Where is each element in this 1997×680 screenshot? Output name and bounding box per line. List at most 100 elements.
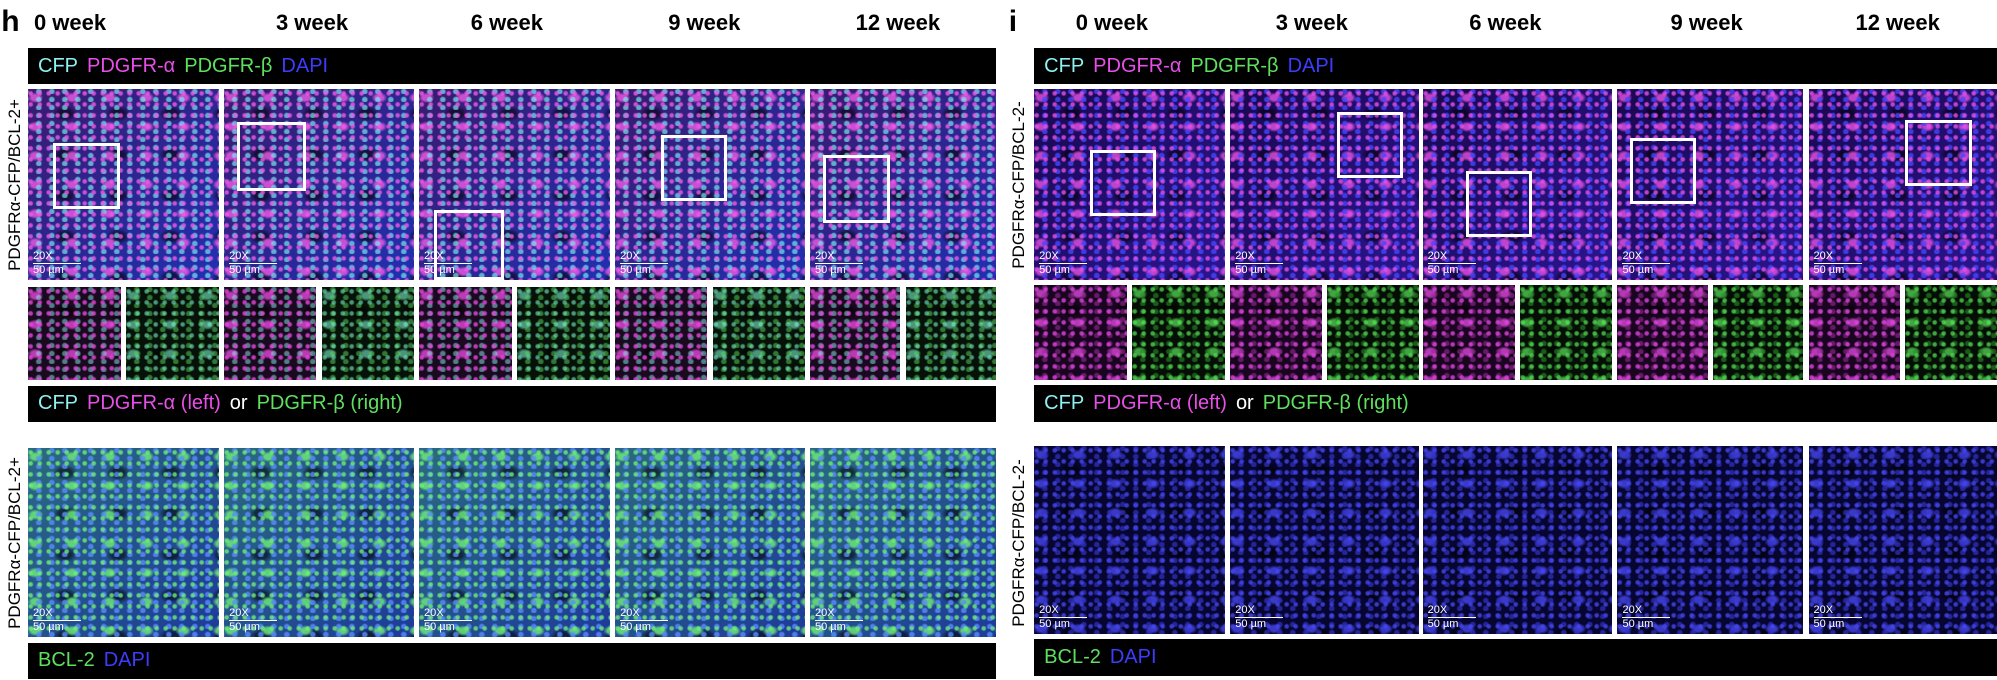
micrograph: 20X 50 µm xyxy=(224,89,414,281)
scale-bar: 50 µm xyxy=(815,619,863,633)
panel-letter: i xyxy=(1008,5,1018,39)
legend-item: BCL-2 xyxy=(1044,646,1101,669)
inset-left xyxy=(1230,285,1322,380)
legend-item: PDGFR-α xyxy=(87,54,176,77)
week-header: 6 week xyxy=(470,10,543,36)
scale-label: 20X 50 µm xyxy=(1235,604,1284,630)
scale-label: 20X 50 µm xyxy=(424,250,472,276)
scale-bar: 50 µm xyxy=(1039,263,1088,276)
legend-item: PDGFR-β xyxy=(184,54,273,77)
inset-right xyxy=(517,286,611,380)
week-header: 9 week xyxy=(1670,10,1743,36)
zoom-box xyxy=(53,142,120,209)
scale-label: 20X 50 µm xyxy=(1039,604,1088,630)
legend-item: PDGFR-α (left) xyxy=(87,392,221,415)
legend-item: PDGFR-β (right) xyxy=(256,392,403,415)
zoom-box xyxy=(236,122,306,192)
scale-label: 20X 50 µm xyxy=(1235,250,1284,276)
scale-label: 20X 50 µm xyxy=(33,606,82,633)
scale-bar: 50 µm xyxy=(1813,617,1862,630)
scale-label: 20X 50 µm xyxy=(1427,604,1476,630)
legend-item: CFP xyxy=(1044,54,1085,77)
magnification: 20X xyxy=(424,606,444,619)
scale-label: 20X 50 µm xyxy=(1427,250,1476,276)
scale-bar: 50 µm xyxy=(1039,617,1088,630)
week-header: 3 week xyxy=(275,10,349,36)
micrograph: 20X 50 µm xyxy=(810,89,996,281)
legend-item: PDGFR-β xyxy=(1190,54,1279,77)
zoom-box xyxy=(434,210,505,281)
magnification: 20X xyxy=(1622,250,1643,263)
scale-bar: 50 µm xyxy=(1622,617,1671,630)
scale-label: 20X 50 µm xyxy=(33,250,82,276)
panel-letter: h xyxy=(1,5,20,39)
inset-right xyxy=(321,286,414,380)
zoom-box xyxy=(1630,137,1697,204)
legend-bar: CFP PDGFR-α PDGFR-β DAPI xyxy=(28,48,996,85)
inset-left xyxy=(419,286,512,380)
bcl2-micrograph: 20X 50 µm xyxy=(1422,445,1613,635)
legend-item: CFP xyxy=(38,392,79,415)
scale-bar: 50 µm xyxy=(1235,617,1284,630)
inset-right xyxy=(1905,285,1997,380)
scale-bar: 50 µm xyxy=(620,263,669,276)
inset-right xyxy=(905,286,996,380)
micrograph: 20X 50 µm xyxy=(1230,89,1419,281)
inset-left xyxy=(1034,285,1128,380)
inset-right xyxy=(1327,285,1419,380)
scale-bar: 50 µm xyxy=(1235,263,1284,276)
magnification: 20X xyxy=(815,250,835,263)
magnification: 20X xyxy=(1622,604,1643,617)
micrograph: 20X 50 µm xyxy=(1422,89,1613,281)
scale-bar: 50 µm xyxy=(1427,617,1476,630)
zoom-box xyxy=(660,134,728,202)
week-header: 0 week xyxy=(33,10,107,36)
magnification: 20X xyxy=(424,250,444,263)
micrograph: 20X 50 µm xyxy=(419,89,611,281)
legend-item: PDGFR-β (right) xyxy=(1262,391,1409,414)
bcl2-micrograph: 20X 50 µm xyxy=(419,448,611,637)
scale-label: 20X 50 µm xyxy=(620,250,669,276)
magnification: 20X xyxy=(620,250,640,263)
legend-item: BCL-2 xyxy=(38,649,95,672)
scale-label: 20X 50 µm xyxy=(424,607,472,633)
scale-label: 20X 50 µm xyxy=(229,250,278,276)
bcl2-micrograph: 20X 50 µm xyxy=(1230,445,1419,635)
magnification: 20X xyxy=(229,606,249,619)
scale-bar: 50 µm xyxy=(424,619,472,633)
inset-left xyxy=(224,286,317,380)
scale-label: 20X 50 µm xyxy=(620,607,669,633)
inset-left xyxy=(1422,285,1515,380)
inset-left xyxy=(810,286,901,380)
inset-right xyxy=(1712,285,1804,380)
legend-item: DAPI xyxy=(1109,646,1157,669)
legend-item: or xyxy=(229,392,248,415)
micrograph: 20X 50 µm xyxy=(1808,89,1997,281)
legend-bar: CFP PDGFR-α PDGFR-β DAPI xyxy=(1034,48,1997,85)
bcl2-micrograph: 20X 50 µm xyxy=(224,448,414,637)
scale-bar: 50 µm xyxy=(1813,263,1862,276)
magnification: 20X xyxy=(33,606,53,619)
week-header: 6 week xyxy=(1469,10,1542,36)
legend-item: CFP xyxy=(38,54,79,77)
magnification: 20X xyxy=(1813,250,1834,263)
bcl2-micrograph: 20X 50 µm xyxy=(1617,445,1804,635)
magnification: 20X xyxy=(1427,604,1448,617)
scale-bar: 50 µm xyxy=(229,263,278,276)
row-label: PDGFRα-CFP/BCL-2+ xyxy=(5,456,25,629)
bcl2-micrograph: 20X 50 µm xyxy=(810,448,996,637)
micrograph: 20X 50 µm xyxy=(1617,89,1804,281)
week-header: 3 week xyxy=(1275,10,1348,36)
zoom-box xyxy=(1090,150,1157,217)
legend-item: PDGFR-α xyxy=(1093,54,1182,77)
magnification: 20X xyxy=(1427,250,1448,263)
bcl2-micrograph: 20X 50 µm xyxy=(1034,445,1226,635)
micrograph: 20X 50 µm xyxy=(615,89,805,281)
legend-bar: CFP PDGFR-α (left) or PDGFR-β (right) xyxy=(1034,384,1997,422)
inset-right xyxy=(126,286,220,380)
row-label: PDGFRα-CFP/BCL-2+ xyxy=(5,98,25,271)
magnification: 20X xyxy=(815,606,835,619)
inset-right xyxy=(1520,285,1613,380)
magnification: 20X xyxy=(1235,604,1255,617)
zoom-box xyxy=(822,155,891,223)
